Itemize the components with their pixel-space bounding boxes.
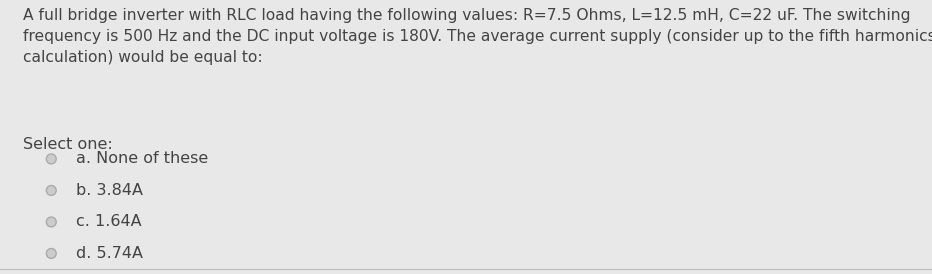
Ellipse shape: [47, 185, 56, 195]
Text: b. 3.84A: b. 3.84A: [76, 183, 144, 198]
Text: d. 5.74A: d. 5.74A: [76, 246, 144, 261]
Ellipse shape: [47, 249, 56, 258]
Ellipse shape: [47, 154, 56, 164]
Text: A full bridge inverter with RLC load having the following values: R=7.5 Ohms, L=: A full bridge inverter with RLC load hav…: [23, 8, 932, 65]
Ellipse shape: [47, 217, 56, 227]
Text: Select one:: Select one:: [23, 137, 113, 152]
Text: c. 1.64A: c. 1.64A: [76, 215, 142, 229]
Text: a. None of these: a. None of these: [76, 152, 209, 166]
